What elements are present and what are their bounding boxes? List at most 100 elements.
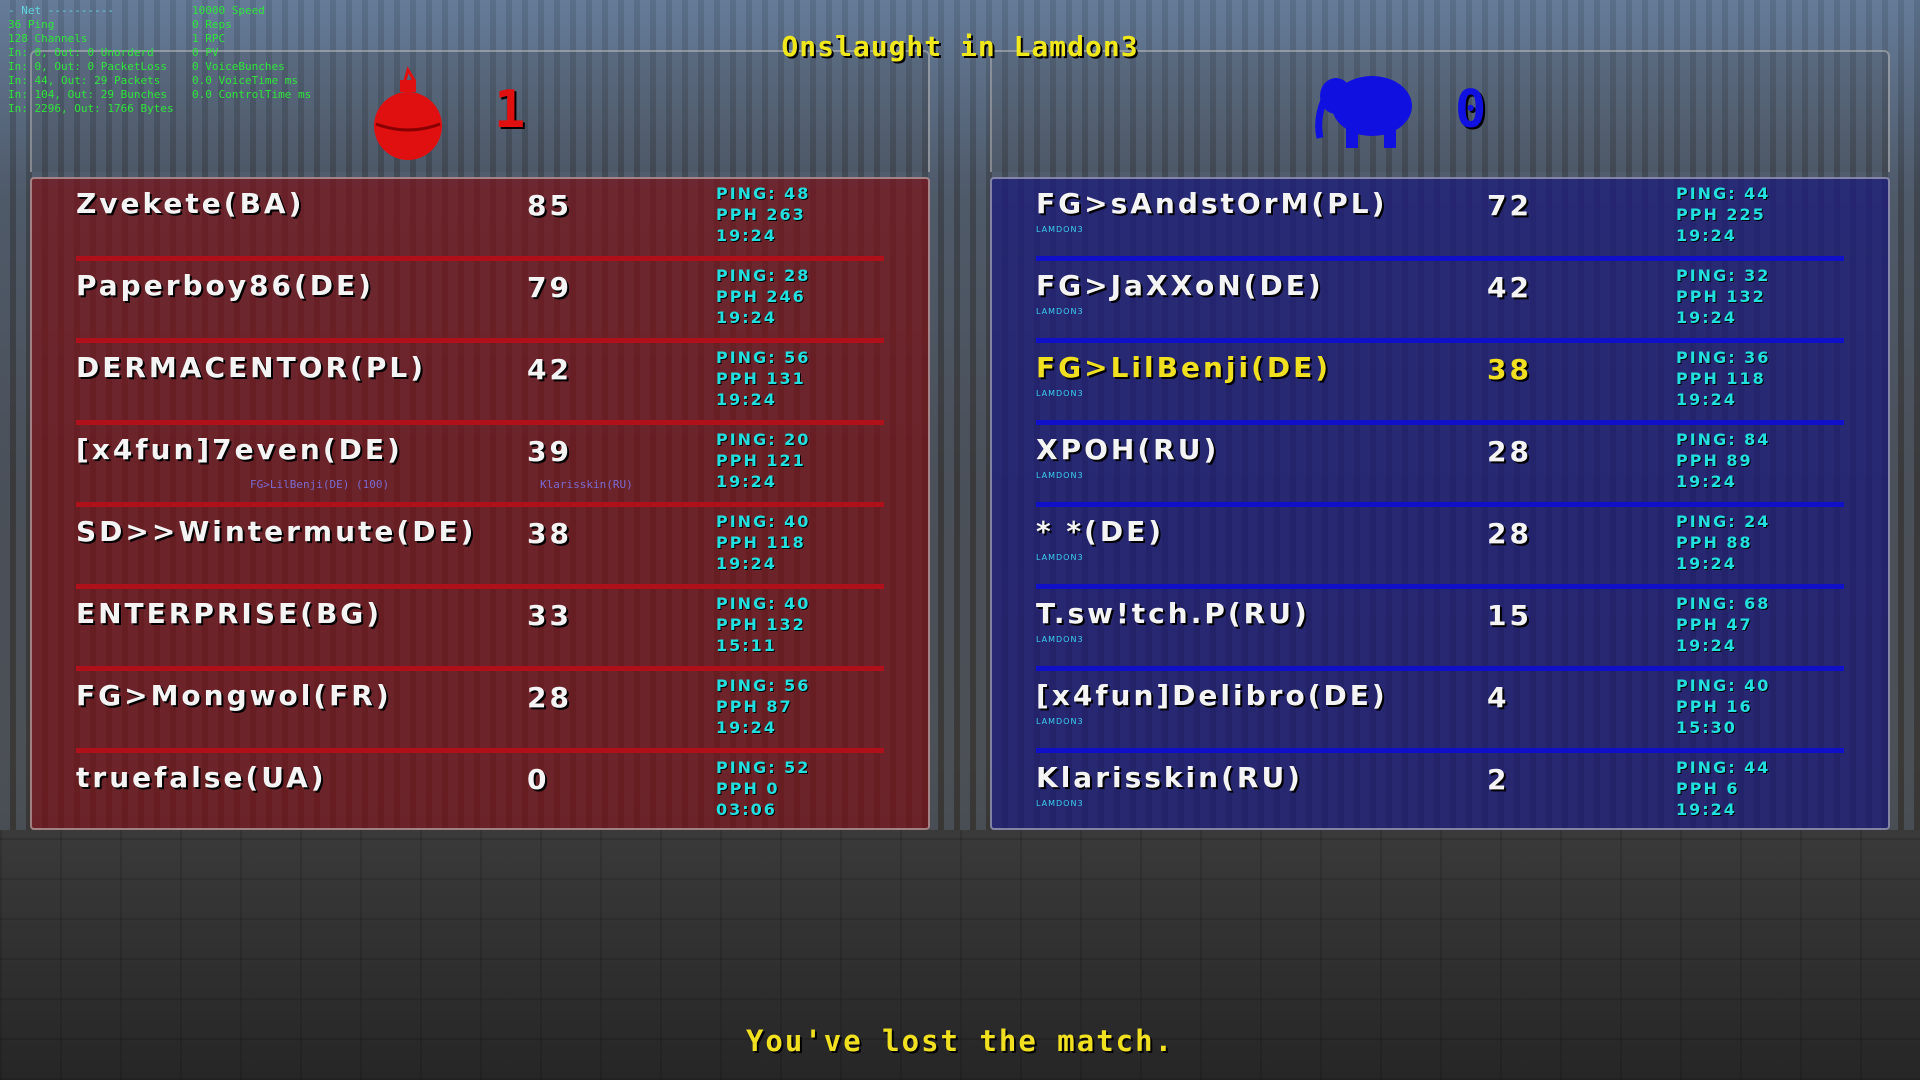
player-name: SD>>Wintermute(DE) — [76, 515, 477, 548]
player-location: LAMDON3 — [1036, 717, 1084, 726]
player-pph: PPH 89 — [1676, 451, 1753, 470]
row-divider — [1036, 420, 1844, 425]
player-time: 19:24 — [1676, 390, 1737, 409]
player-location: LAMDON3 — [1036, 225, 1084, 234]
player-stats: PING: 24 PPH 88 19:24 — [1676, 511, 1770, 574]
row-divider — [1036, 256, 1844, 261]
player-name: FG>LilBenji(DE) — [1036, 351, 1332, 384]
player-score: 38 — [1487, 353, 1532, 386]
player-row: DERMACENTOR(PL) 42 PING: 56 PPH 131 19:24 — [32, 343, 928, 425]
player-time: 19:24 — [716, 718, 777, 737]
player-pph: PPH 47 — [1676, 615, 1753, 634]
player-score: 4 — [1487, 681, 1510, 714]
player-name: FG>JaXXoN(DE) — [1036, 269, 1324, 302]
player-ping: PING: 36 — [1676, 348, 1771, 367]
player-stats: PING: 68 PPH 47 19:24 — [1676, 593, 1770, 656]
floor-background — [0, 830, 1920, 1080]
player-location: LAMDON3 — [1036, 471, 1084, 480]
player-pph: PPH 88 — [1676, 533, 1753, 552]
net-stat-line: 0.0 ControlTime ms — [192, 88, 312, 101]
player-pph: PPH 0 — [716, 779, 780, 798]
player-score: 79 — [527, 271, 572, 304]
net-stat-line: 0 VoiceBunches — [192, 60, 285, 73]
player-score: 28 — [1487, 435, 1532, 468]
player-pph: PPH 118 — [716, 533, 806, 552]
player-name: truefalse(UA) — [76, 761, 327, 794]
player-pph: PPH 132 — [1676, 287, 1766, 306]
player-ping: PING: 32 — [1676, 266, 1771, 285]
match-result-message: You've lost the match. — [745, 1024, 1175, 1058]
player-score: 42 — [527, 353, 572, 386]
player-ping: PING: 40 — [716, 512, 811, 531]
player-stats: PING: 56 PPH 131 19:24 — [716, 347, 810, 410]
grenade-icon — [374, 66, 442, 160]
player-stats: PING: 48 PPH 263 19:24 — [716, 183, 810, 246]
player-name: FG>Mongwol(FR) — [76, 679, 392, 712]
row-divider — [76, 666, 884, 671]
row-divider — [76, 584, 884, 589]
player-time: 15:11 — [716, 636, 777, 655]
player-ping: PING: 56 — [716, 348, 811, 367]
player-time: 19:24 — [716, 472, 777, 491]
net-stat-line: In: 0, Out: 0 PacketLoss — [8, 60, 167, 73]
player-pph: PPH 118 — [1676, 369, 1766, 388]
player-pph: PPH 246 — [716, 287, 806, 306]
player-location: LAMDON3 — [1036, 553, 1084, 562]
player-ping: PING: 68 — [1676, 594, 1771, 613]
player-time: 19:24 — [1676, 800, 1737, 819]
player-name-tag: FG>LilBenji(DE) (100) — [250, 478, 390, 491]
net-stats-column: - Net ---------- 36 Ping 128 Channels In: 0… — [8, 4, 174, 116]
player-score: 38 — [527, 517, 572, 550]
player-pph: PPH 6 — [1676, 779, 1740, 798]
player-time: 19:24 — [1676, 636, 1737, 655]
player-name: * *(DE) — [1036, 515, 1164, 548]
row-divider — [1036, 502, 1844, 507]
net-stat-line: 0 PV — [192, 46, 219, 59]
player-score: 33 — [527, 599, 572, 632]
net-stat-line: 0 Reps — [192, 18, 232, 31]
player-stats: PING: 40 PPH 132 15:11 — [716, 593, 810, 656]
player-name: FG>sAndstOrM(PL) — [1036, 187, 1388, 220]
player-score: 28 — [527, 681, 572, 714]
net-stat-line: 128 Channels — [8, 32, 88, 45]
player-row: ENTERPRISE(BG) 33 PING: 40 PPH 132 15:11 — [32, 589, 928, 671]
row-divider — [1036, 584, 1844, 589]
player-name: [x4fun]7even(DE) — [76, 433, 403, 466]
player-location: LAMDON3 — [1036, 307, 1084, 316]
player-pph: PPH 132 — [716, 615, 806, 634]
net-stat-line: In: 0, Out: 0 Unorderd — [8, 46, 154, 59]
player-row: [x4fun]7even(DE) 39 PING: 20 PPH 121 19:24 — [32, 425, 928, 507]
player-time: 19:24 — [716, 554, 777, 573]
player-stats: PING: 28 PPH 246 19:24 — [716, 265, 810, 328]
player-score: 0 — [527, 763, 550, 796]
player-row: FG>LilBenji(DE) LAMDON3 38 PING: 36 PPH 118 1… — [992, 343, 1888, 425]
player-time: 19:24 — [1676, 472, 1737, 491]
player-ping: PING: 24 — [1676, 512, 1771, 531]
player-name: ENTERPRISE(BG) — [76, 597, 383, 630]
player-name: [x4fun]Delibro(DE) — [1036, 679, 1388, 712]
row-divider — [76, 338, 884, 343]
player-row: FG>JaXXoN(DE) LAMDON3 42 PING: 32 PPH 132 19:… — [992, 261, 1888, 343]
player-stats: PING: 32 PPH 132 19:24 — [1676, 265, 1770, 328]
player-name: Zvekete(BA) — [76, 187, 305, 220]
player-name: T.sw!tch.P(RU) — [1036, 597, 1310, 630]
player-time: 15:30 — [1676, 718, 1737, 737]
player-name: Klarisskin(RU) — [1036, 761, 1303, 794]
player-score: 39 — [527, 435, 572, 468]
player-name: DERMACENTOR(PL) — [76, 351, 426, 384]
player-time: 03:06 — [716, 800, 777, 819]
player-stats: PING: 44 PPH 6 19:24 — [1676, 757, 1770, 820]
player-pph: PPH 87 — [716, 697, 793, 716]
player-time: 19:24 — [1676, 226, 1737, 245]
player-time: 19:24 — [716, 226, 777, 245]
net-stats-overlay: - Net ---------- 36 Ping 128 Channels In: 0… — [8, 4, 311, 115]
player-location: LAMDON3 — [1036, 635, 1084, 644]
player-score: 28 — [1487, 517, 1532, 550]
player-score: 15 — [1487, 599, 1532, 632]
net-stat-line: 0.0 VoiceTime ms — [192, 74, 298, 87]
elephant-icon — [1315, 76, 1412, 148]
player-ping: PING: 56 — [716, 676, 811, 695]
row-divider — [1036, 338, 1844, 343]
net-stat-line: In: 44, Out: 29 Packets — [8, 74, 161, 87]
player-ping: PING: 48 — [716, 184, 811, 203]
